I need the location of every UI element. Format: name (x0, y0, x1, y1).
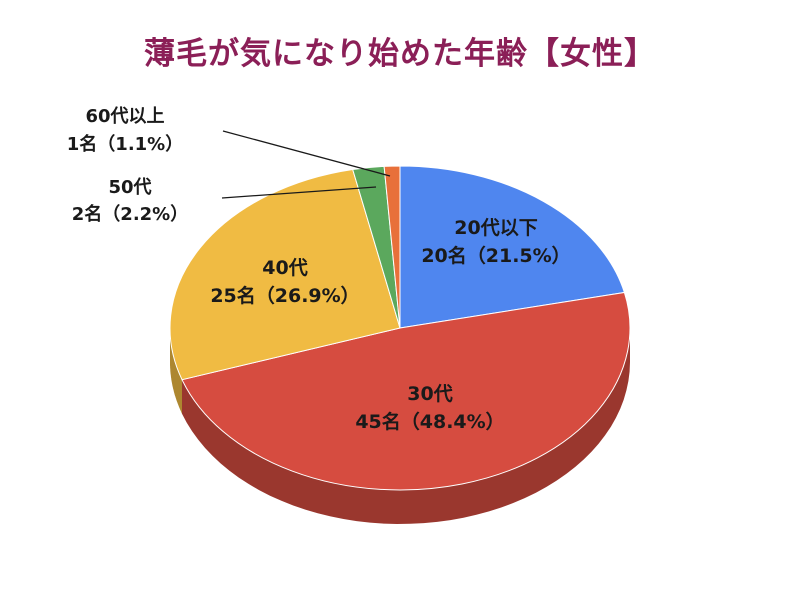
slice-value-over-60: 1名（1.1%） (67, 133, 183, 155)
leader-line-over-60 (222, 130, 391, 177)
pie-depth (170, 328, 630, 524)
slice-label-under-20: 20代以下 (454, 217, 537, 239)
slice-label-age-40s: 40代 (262, 257, 307, 279)
slice-label-age-50s: 50代 (108, 177, 151, 198)
pie-slice-age-40s (169, 168, 401, 381)
chart-title: 薄毛が気になり始めた年齢【女性】 (144, 36, 656, 72)
slice-label-over-60: 60代以上 (85, 106, 164, 127)
leader-lines (221, 130, 391, 199)
leader-line-age-50s (221, 186, 377, 199)
pie-slice-over-60 (383, 165, 401, 329)
pie-top (169, 165, 631, 491)
slice-value-age-50s: 2名（2.2%） (72, 203, 188, 225)
slice-value-age-30s: 45名（48.4%） (355, 410, 504, 433)
slice-side-age-30s (182, 328, 630, 524)
pie-slice-under-20 (399, 165, 626, 329)
slice-label-age-30s: 30代 (407, 383, 452, 405)
slice-value-age-40s: 25名（26.9%） (210, 284, 359, 307)
slice-value-under-20: 20名（21.5%） (421, 244, 570, 267)
pie-slice-age-30s (181, 291, 631, 491)
slice-side-age-40s (170, 328, 182, 414)
slice-labels: 20代以下 20名（21.5%） 30代 45名（48.4%） 40代 25名（26.9%… (67, 106, 571, 433)
